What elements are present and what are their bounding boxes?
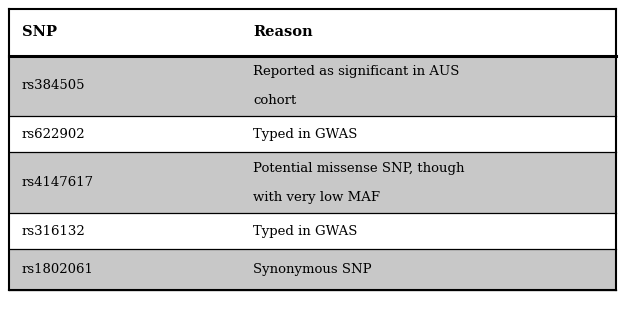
Bar [9, 249, 616, 290]
Text: with very low MAF: with very low MAF [253, 191, 380, 204]
Bar [9, 213, 616, 249]
Bar [9, 9, 616, 56]
Text: SNP: SNP [22, 26, 57, 39]
Text: Potential missense SNP, though: Potential missense SNP, though [253, 162, 464, 175]
Bar [9, 116, 616, 152]
Text: Typed in GWAS: Typed in GWAS [253, 128, 358, 141]
Text: Typed in GWAS: Typed in GWAS [253, 225, 358, 237]
Text: cohort: cohort [253, 94, 296, 107]
Text: Reason: Reason [253, 26, 312, 39]
Text: rs316132: rs316132 [22, 225, 86, 237]
Text: Synonymous SNP: Synonymous SNP [253, 263, 372, 276]
Text: Reported as significant in AUS: Reported as significant in AUS [253, 65, 459, 78]
Text: rs622902: rs622902 [22, 128, 86, 141]
Text: rs4147617: rs4147617 [22, 176, 94, 189]
Text: rs384505: rs384505 [22, 80, 86, 92]
Bar [9, 56, 616, 116]
Bar [9, 152, 616, 213]
Text: rs1802061: rs1802061 [22, 263, 94, 276]
